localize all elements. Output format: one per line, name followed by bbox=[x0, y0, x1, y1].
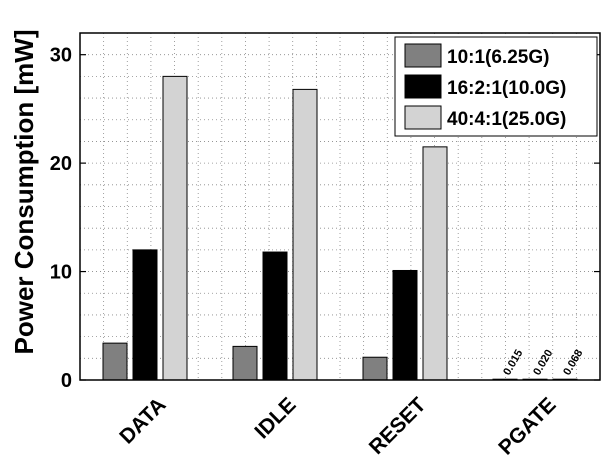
legend: 10:1(6.25G) 16:2:1(10.0G) 40:4:1(25.0G) bbox=[394, 36, 598, 137]
bar-idle-series-3 bbox=[292, 88, 318, 381]
grid-lines bbox=[80, 33, 600, 380]
data-labels: 0.015 0.020 0.068 bbox=[501, 348, 585, 378]
bar-data-series-2 bbox=[132, 249, 158, 381]
x-category-idle: IDLE bbox=[250, 393, 300, 443]
bar-reset-series-2 bbox=[392, 269, 418, 381]
data-label-pgate-series-1: 0.015 bbox=[501, 348, 525, 378]
bar-reset-series-1 bbox=[362, 356, 388, 381]
bars-group bbox=[102, 75, 578, 381]
x-category-data: DATA bbox=[115, 393, 170, 448]
x-category-pgate: PGATE bbox=[494, 393, 560, 459]
y-tick-label: 20 bbox=[50, 153, 72, 175]
legend-label-series-1: 10:1(6.25G) bbox=[447, 47, 549, 68]
y-tick-label: 10 bbox=[50, 262, 72, 284]
x-category-reset: RESET bbox=[365, 393, 431, 459]
data-label-pgate-series-3: 0.068 bbox=[561, 348, 585, 378]
plot-frame bbox=[79, 32, 601, 381]
bar-data-series-3 bbox=[162, 75, 188, 381]
legend-label-series-3: 40:4:1(25.0G) bbox=[447, 109, 566, 130]
legend-swatch-series-1 bbox=[404, 43, 442, 68]
data-label-pgate-series-2: 0.020 bbox=[531, 348, 555, 378]
y-tick-label: 30 bbox=[50, 45, 72, 67]
bar-data-series-1 bbox=[102, 342, 128, 381]
y-axis-label: Power Consumption [mW] bbox=[9, 30, 39, 355]
bar-idle-series-2 bbox=[262, 251, 288, 381]
legend-swatch-series-2 bbox=[404, 74, 442, 99]
legend-label-series-2: 16:2:1(10.0G) bbox=[447, 78, 566, 99]
bar-idle-series-1 bbox=[232, 345, 258, 381]
bar-reset-series-3 bbox=[422, 146, 448, 381]
legend-swatch-series-3 bbox=[404, 105, 442, 130]
y-tick-label: 0 bbox=[61, 370, 72, 392]
x-axis-categories: DATA IDLE RESET PGATE bbox=[115, 393, 560, 459]
